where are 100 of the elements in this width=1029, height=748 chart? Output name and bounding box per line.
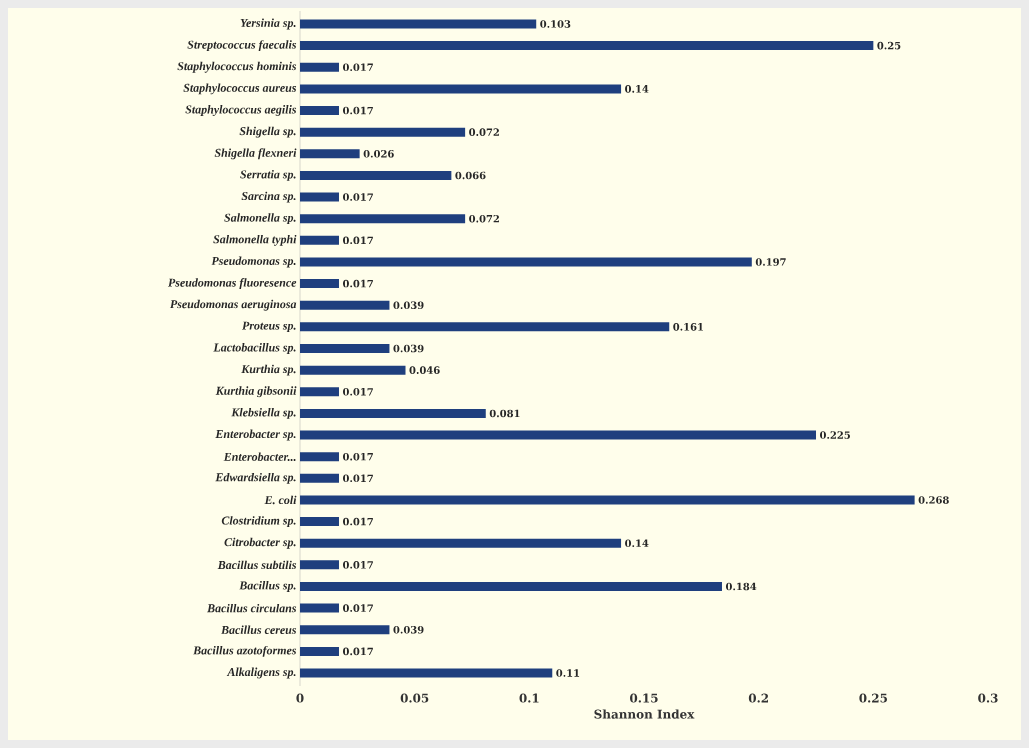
data-label: 0.017 [342,604,373,612]
bar [300,214,466,224]
y-tick-label: Enterobacter sp. [215,429,296,441]
data-label: 0.017 [342,387,373,396]
x-tick-label: 0.05 [400,693,429,703]
y-tick-label: Bacillus subtilis [217,560,297,570]
data-label: 0.017 [342,561,373,569]
bar [300,538,622,548]
y-tick-label: Staphylococcus aureus [183,83,297,95]
y-tick-label: Lactobacillus sp. [213,343,296,354]
x-tick-label: 0 [296,693,304,703]
y-tick-label: Sarcina sp. [241,191,296,203]
data-label: 0.103 [540,20,571,28]
bar [300,430,817,440]
y-tick-label: E. coli [264,495,297,505]
data-label: 0.017 [342,193,373,201]
data-label: 0.039 [393,625,424,634]
data-label: 0.046 [409,366,440,374]
data-label: 0.268 [918,496,949,504]
bar [300,84,622,94]
y-tick-label: Yersinia sp. [240,18,296,30]
x-tick-label: 0.2 [748,693,768,703]
y-tick-label: Salmonella typhi [213,234,297,246]
bar [300,408,486,418]
bar [300,41,874,51]
data-label: 0.017 [342,236,373,245]
data-label: 0.017 [342,279,373,288]
data-label: 0.017 [342,63,373,72]
data-label: 0.072 [469,128,499,136]
bar [300,387,339,397]
bar [300,235,339,245]
bar [300,517,339,527]
y-tick-label: Citrobacter sp. [224,537,296,549]
data-label: 0.225 [820,431,850,439]
data-label: 0.066 [455,171,486,180]
data-label: 0.14 [625,539,649,547]
data-label: 0.25 [877,41,901,50]
x-tick-label: 0.15 [630,693,658,703]
data-label: 0.039 [393,301,424,309]
y-tick-label: Clostridium sp. [221,516,296,527]
y-tick-label: Pseudomonas aeruginosa [169,299,297,311]
bar [300,300,390,310]
bar [300,603,339,613]
y-tick-label: Edwardsiella sp. [215,472,296,484]
bar [300,322,670,332]
data-label: 0.017 [342,517,373,526]
bar [300,560,339,570]
x-axis-title: Shannon Index [594,709,695,719]
data-label: 0.072 [469,214,499,223]
bar [300,495,915,505]
y-tick-label: Pseudomonas sp. [211,256,296,268]
bar [300,192,339,202]
bar [300,149,360,159]
y-tick-label: Staphylococcus hominis [177,61,297,73]
data-label: 0.197 [755,258,786,266]
bar [300,668,553,678]
y-tick-label: Bacillus circulans [207,603,297,613]
data-label: 0.11 [556,669,580,677]
y-tick-label: Kurthia gibsonii [215,386,297,398]
x-tick-label: 0.3 [978,693,998,703]
data-label: 0.017 [342,106,373,115]
data-label: 0.017 [342,647,373,656]
data-label: 0.017 [342,452,373,461]
bar [300,106,339,116]
x-tick-label: 0.1 [519,693,539,703]
x-tick-label: 0.25 [859,693,887,703]
bar [300,625,390,635]
y-tick-label: Alkaligens sp. [226,667,296,679]
bar [300,62,339,72]
data-label: 0.026 [363,150,394,158]
y-tick-label: Bacillus sp. [239,581,296,592]
y-tick-label: Klebsiella sp. [231,407,296,419]
y-tick-label: Bacillus cereus [220,625,297,634]
y-tick-label: Staphylococcus aegilis [185,105,297,116]
data-label: 0.161 [673,323,703,331]
bar [300,581,722,591]
y-tick-label: Salmonella sp. [224,213,296,225]
data-label: 0.081 [489,409,520,418]
bar [300,19,537,29]
bar [300,473,339,483]
y-tick-label: Bacillus azotoformes [193,645,297,657]
y-tick-label: Enterobacter... [223,452,296,461]
bar [300,257,752,267]
bar [300,279,339,289]
bar [300,127,466,137]
bar [300,452,339,462]
y-tick-label: Serratia sp. [240,170,296,181]
bar [300,646,339,656]
y-tick-label: Kurthia sp. [241,364,296,376]
bar [300,365,406,375]
y-tick-label: Pseudomonas fluoresence [167,278,297,290]
data-label: 0.039 [393,344,424,353]
y-tick-label: Streptococcus faecalis [187,40,297,52]
bar [300,170,452,180]
bar [300,344,390,353]
data-label: 0.14 [625,85,649,93]
y-tick-label: Shigella sp. [239,126,296,138]
y-tick-label: Shigella flexneri [214,148,297,160]
data-label: 0.184 [725,582,757,591]
data-label: 0.017 [342,474,373,483]
